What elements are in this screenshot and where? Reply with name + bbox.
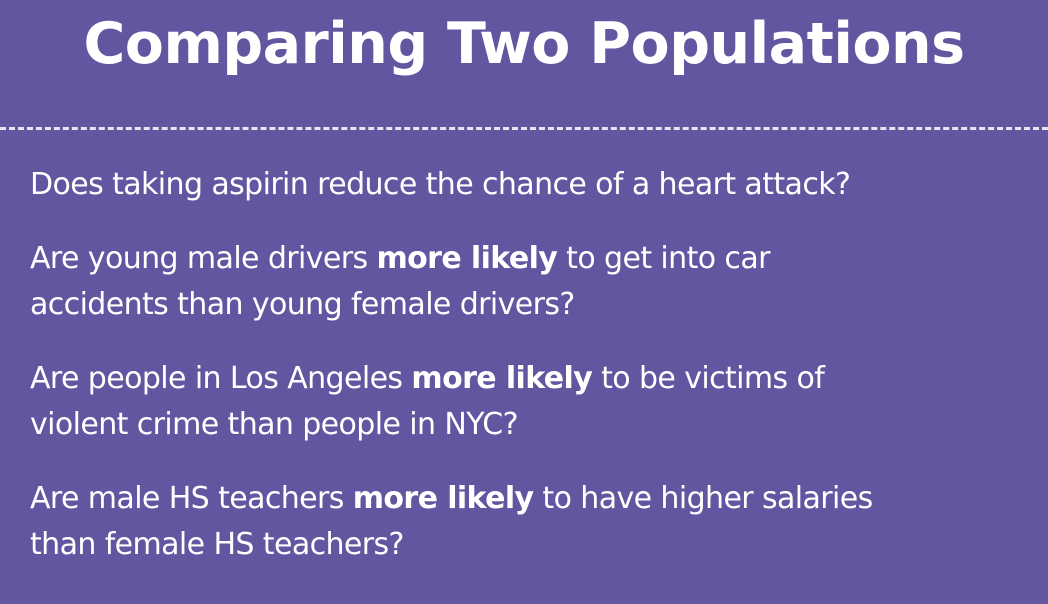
- question-text: to have higher salaries: [533, 481, 873, 516]
- question-text: Are male HS teachers: [30, 481, 353, 516]
- question-text: Are young male drivers: [30, 241, 377, 276]
- emphasis-text: more likely: [411, 361, 593, 396]
- question-crime: Are people in Los Angeles more likely to…: [30, 356, 1040, 448]
- emphasis-text: more likely: [352, 481, 534, 516]
- question-text: violent crime than people in NYC?: [30, 407, 519, 442]
- question-list: Does taking aspirin reduce the chance of…: [30, 162, 1040, 596]
- question-text: to be victims of: [592, 361, 825, 396]
- question-text: to get into car: [557, 241, 770, 276]
- emphasis-text: more likely: [376, 241, 558, 276]
- question-text: accidents than young female drivers?: [30, 287, 575, 322]
- dashed-divider: [0, 127, 1048, 130]
- question-text: than female HS teachers?: [30, 527, 404, 562]
- question-drivers: Are young male drivers more likely to ge…: [30, 236, 1040, 328]
- slide-title: Comparing Two Populations: [83, 11, 965, 77]
- question-salaries: Are male HS teachers more likely to have…: [30, 476, 1040, 568]
- question-text: Does taking aspirin reduce the chance of…: [30, 167, 851, 202]
- question-text: Are people in Los Angeles: [30, 361, 412, 396]
- question-aspirin: Does taking aspirin reduce the chance of…: [30, 162, 1040, 208]
